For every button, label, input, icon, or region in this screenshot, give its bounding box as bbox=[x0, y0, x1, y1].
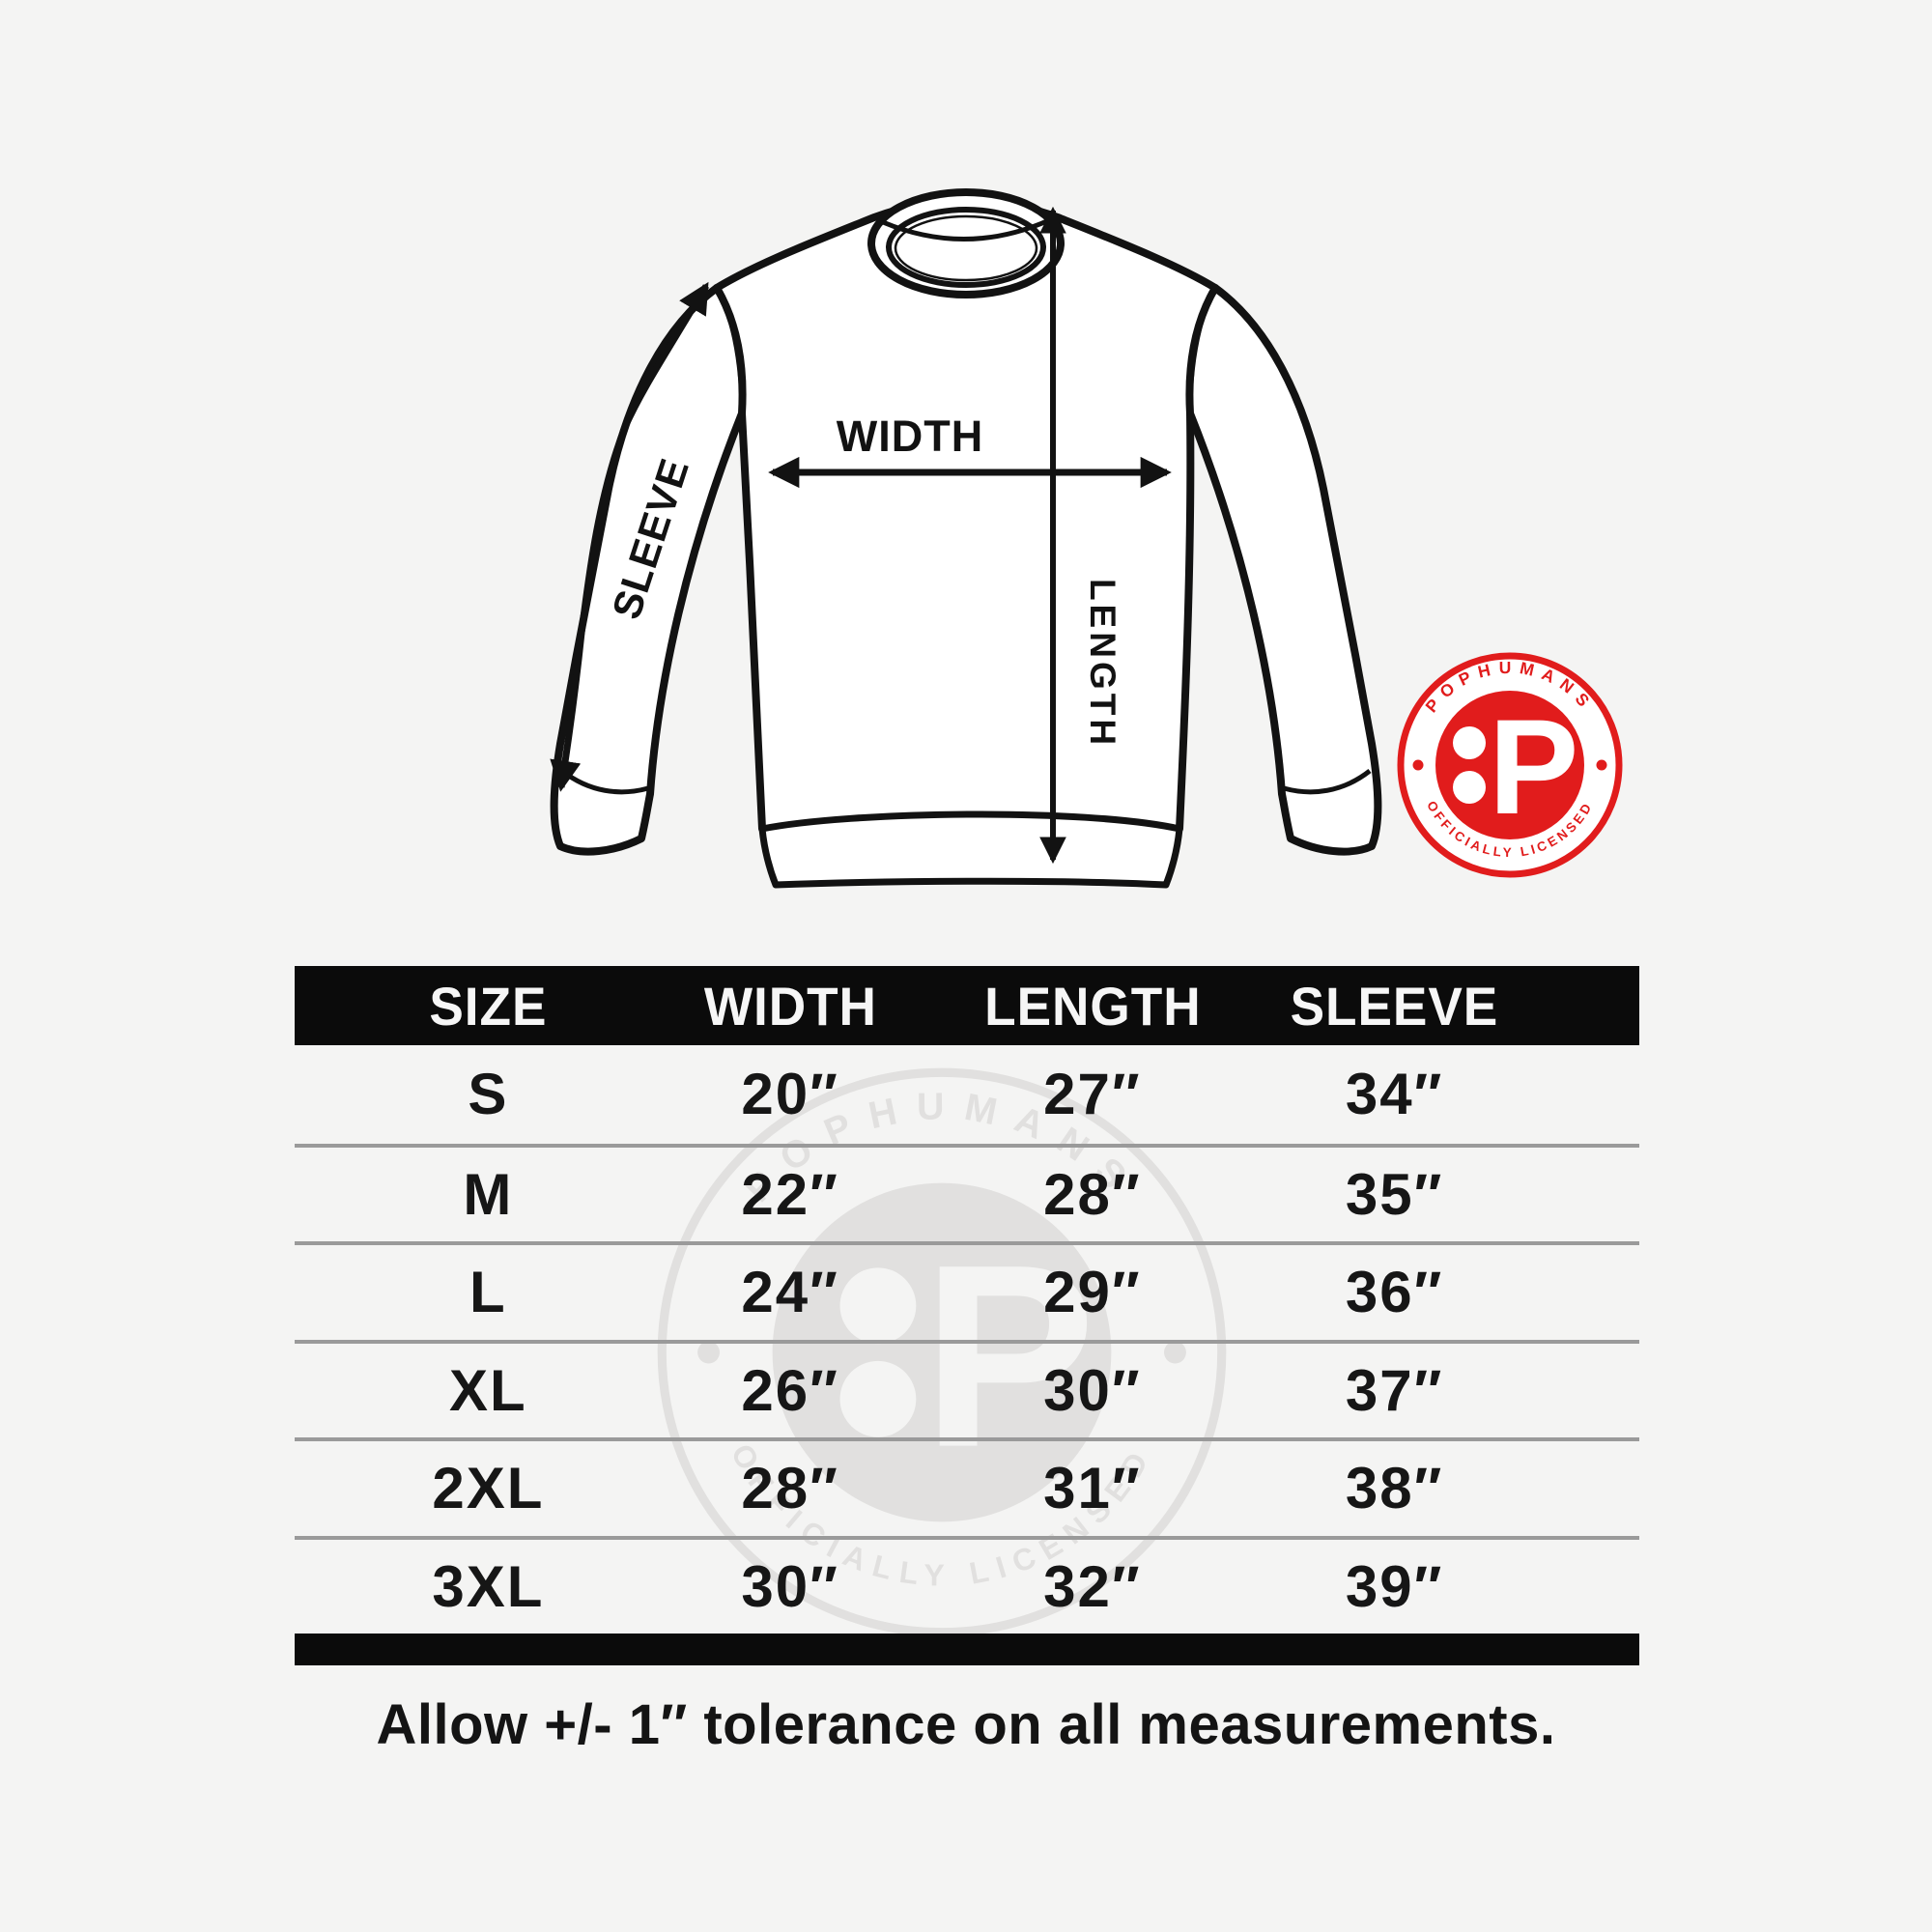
badge-colon-dot bbox=[1453, 771, 1486, 804]
width-cell: 30″ bbox=[741, 1553, 839, 1619]
width-cell: 22″ bbox=[741, 1161, 839, 1227]
watermark-stamp: P POPHUMANS OFFICIALLY LICENSED bbox=[657, 1067, 1227, 1637]
length-cell: 28″ bbox=[1043, 1161, 1142, 1227]
tolerance-note: Allow +/- 1″ tolerance on all measuremen… bbox=[376, 1693, 1556, 1756]
size-cell: XL bbox=[449, 1357, 527, 1423]
table-row: XL 26″ 30″ 37″ bbox=[295, 1339, 1639, 1438]
length-cell: 32″ bbox=[1043, 1553, 1142, 1619]
size-table: SIZE WIDTH LENGTH SLEEVE S 20″ 27″ 34″ M… bbox=[295, 966, 1639, 1665]
size-table-header: SIZE WIDTH LENGTH SLEEVE bbox=[295, 966, 1639, 1045]
collar-back-line bbox=[882, 217, 1051, 242]
length-label: LENGTH bbox=[1083, 579, 1122, 749]
header-size: SIZE bbox=[429, 975, 548, 1037]
table-row: M 22″ 28″ 35″ bbox=[295, 1143, 1639, 1242]
size-cell: 3XL bbox=[432, 1553, 545, 1619]
watermark-logo-letter: P bbox=[923, 1211, 1096, 1502]
header-width: WIDTH bbox=[703, 975, 877, 1037]
badge-right-dot bbox=[1596, 759, 1607, 771]
sleeve-cell: 39″ bbox=[1345, 1553, 1444, 1619]
sweatshirt-diagram: WIDTH LENGTH SLEEVE bbox=[550, 188, 1382, 889]
sleeve-cell: 34″ bbox=[1345, 1062, 1444, 1127]
right-cuff-seam bbox=[1283, 769, 1372, 795]
watermark-colon-dot bbox=[839, 1360, 917, 1437]
table-row: 2XL 28″ 31″ 38″ bbox=[295, 1437, 1639, 1536]
table-row: S 20″ 27″ 34″ bbox=[295, 1045, 1639, 1144]
width-cell: 28″ bbox=[741, 1456, 839, 1521]
left-shoulder-seam bbox=[718, 291, 745, 412]
width-label: WIDTH bbox=[837, 412, 983, 461]
collar-stitch bbox=[894, 214, 1038, 282]
size-cell: L bbox=[469, 1260, 507, 1325]
length-cell: 29″ bbox=[1043, 1260, 1142, 1325]
sleeve-cell: 37″ bbox=[1345, 1357, 1444, 1423]
watermark-logo-circle bbox=[772, 1182, 1112, 1522]
size-cell: 2XL bbox=[432, 1456, 545, 1521]
watermark-right-dot bbox=[1164, 1341, 1186, 1364]
sleeve-cell: 36″ bbox=[1345, 1260, 1444, 1325]
badge-colon-dot bbox=[1453, 726, 1486, 759]
sleeve-cell: 38″ bbox=[1345, 1456, 1444, 1521]
length-cell: 31″ bbox=[1043, 1456, 1142, 1521]
header-length: LENGTH bbox=[983, 975, 1202, 1037]
sweatshirt-hem-band bbox=[758, 810, 1183, 889]
header-sleeve: SLEEVE bbox=[1290, 975, 1499, 1037]
badge-logo-letter: P bbox=[1489, 691, 1578, 842]
sleeve-cell: 35″ bbox=[1345, 1161, 1444, 1227]
badge-left-dot bbox=[1412, 759, 1424, 771]
sweatshirt-right-sleeve bbox=[1185, 284, 1382, 856]
width-cell: 26″ bbox=[741, 1357, 839, 1423]
length-cell: 27″ bbox=[1043, 1062, 1142, 1127]
size-cell: M bbox=[463, 1161, 514, 1227]
width-cell: 24″ bbox=[741, 1260, 839, 1325]
table-row: L 24″ 29″ 36″ bbox=[295, 1241, 1639, 1340]
pophumans-badge: P POPHUMANS OFFICIALLY LICENSED bbox=[1397, 652, 1623, 878]
size-cell: S bbox=[468, 1062, 509, 1127]
watermark-colon-dot bbox=[839, 1267, 917, 1345]
length-cell: 30″ bbox=[1043, 1357, 1142, 1423]
watermark-left-dot bbox=[697, 1341, 720, 1364]
sleeve-arrow bbox=[550, 281, 710, 792]
width-cell: 20″ bbox=[741, 1062, 839, 1127]
table-row: 3XL 30″ 32″ 39″ bbox=[295, 1535, 1639, 1634]
right-shoulder-seam bbox=[1187, 291, 1214, 412]
table-bottom-bar bbox=[295, 1634, 1639, 1665]
